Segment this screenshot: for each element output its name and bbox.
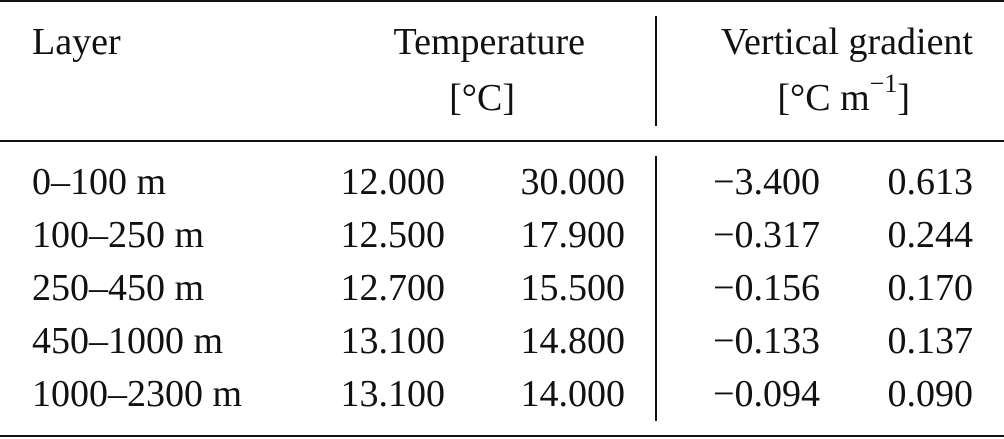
row-temperature-max: 15.500 — [520, 267, 626, 309]
row-gradient-min: −0.156 — [713, 267, 820, 309]
row-gradient-max: 0.170 — [887, 267, 974, 309]
row-temperature-min: 12.500 — [340, 214, 446, 256]
row-temperature-min: 13.100 — [340, 320, 446, 362]
row-gradient-min: −0.317 — [713, 214, 820, 256]
row-gradient-max: 0.613 — [887, 161, 974, 203]
header-vertical-gradient: Vertical gradient — [720, 21, 973, 63]
row-temperature-min: 12.000 — [340, 161, 446, 203]
row-layer: 450–1000 m — [32, 320, 224, 362]
row-temperature-max: 14.800 — [520, 320, 626, 362]
bottom-rule — [0, 435, 1004, 437]
header-layer: Layer — [32, 21, 121, 63]
row-temperature-max: 17.900 — [520, 214, 626, 256]
header-temperature-unit: [°C] — [449, 77, 515, 119]
header-rule — [0, 140, 1004, 142]
row-gradient-min: −0.094 — [713, 373, 820, 415]
header-gradient-unit: [°C m−1] — [777, 69, 910, 119]
row-temperature-max: 30.000 — [520, 161, 626, 203]
row-gradient-min: −0.133 — [713, 320, 820, 362]
row-layer: 1000–2300 m — [32, 373, 243, 415]
body-column-separator — [655, 156, 657, 421]
row-temperature-max: 14.000 — [520, 373, 626, 415]
row-gradient-max: 0.090 — [887, 373, 974, 415]
row-layer: 250–450 m — [32, 267, 205, 309]
row-temperature-min: 13.100 — [340, 373, 446, 415]
header-column-separator — [655, 16, 657, 126]
row-gradient-min: −3.400 — [713, 161, 820, 203]
header-temperature: Temperature — [393, 21, 585, 63]
row-layer: 0–100 m — [32, 161, 167, 203]
row-layer: 100–250 m — [32, 214, 205, 256]
row-gradient-max: 0.244 — [887, 214, 974, 256]
row-gradient-max: 0.137 — [887, 320, 974, 362]
top-rule — [0, 0, 1004, 2]
row-temperature-min: 12.700 — [340, 267, 446, 309]
